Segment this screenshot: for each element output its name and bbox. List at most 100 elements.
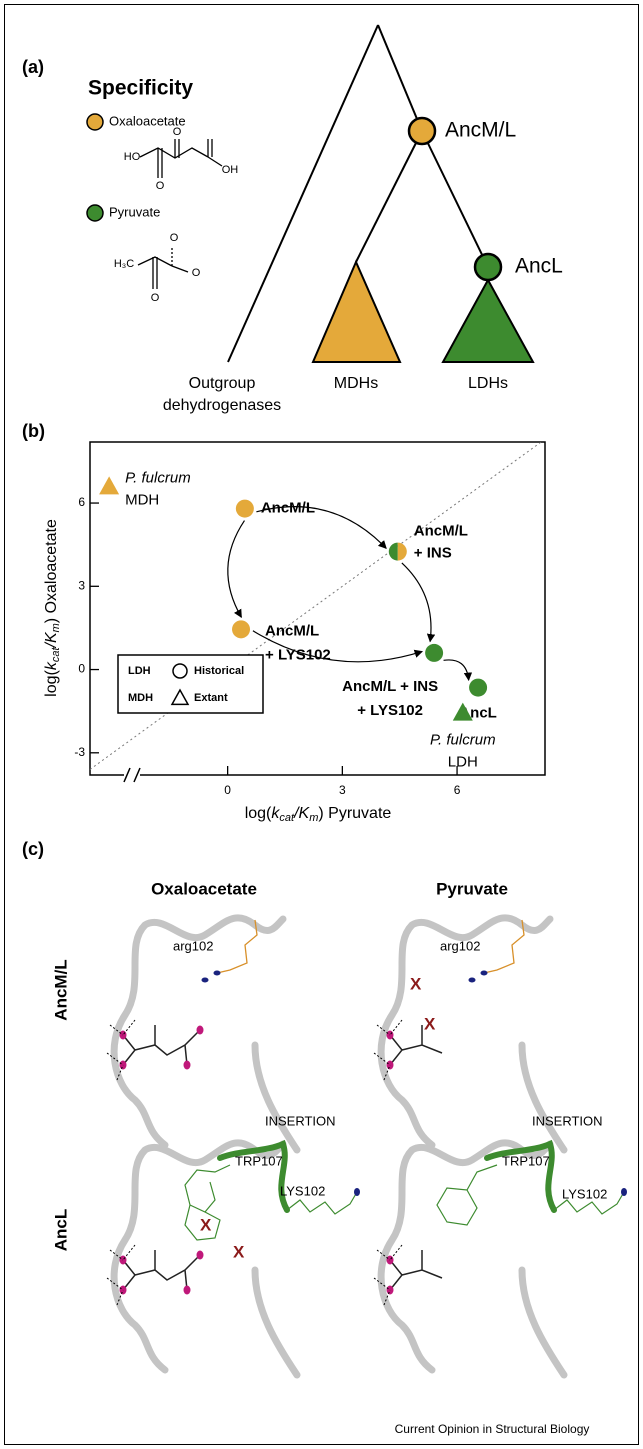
transition-arrow xyxy=(256,506,387,549)
axis-title-part: m xyxy=(50,623,62,632)
point-label: MDH xyxy=(125,491,159,508)
leaf-label: MDHs xyxy=(334,375,378,392)
row-title: AncL xyxy=(51,1209,70,1252)
atom-label: O xyxy=(151,292,160,304)
trp-sidechain xyxy=(184,1164,231,1241)
protein-backbone xyxy=(110,1139,301,1379)
residue-label: arg102 xyxy=(440,938,480,953)
hydrogen-bonds xyxy=(373,1244,403,1306)
nitrogen-atom xyxy=(621,1188,627,1196)
nitrogen-atom xyxy=(480,970,488,976)
axis-title-part: m xyxy=(309,812,318,824)
point xyxy=(469,678,488,697)
point xyxy=(232,620,251,639)
footer: Current Opinion in Structural Biology xyxy=(395,1422,590,1436)
atom-label: H₃C xyxy=(114,258,134,270)
y-axis-title: log(kcat/Km) Oxaloacetate xyxy=(43,519,62,697)
molecule-bonds xyxy=(137,139,223,289)
ligand-bonds xyxy=(389,1025,443,1066)
row-title: AncM/L xyxy=(51,959,70,1020)
oxygen-atom xyxy=(183,1285,191,1295)
atom-label: O xyxy=(156,180,165,192)
column-title: Pyruvate xyxy=(436,879,508,898)
residue-label: TRP107 xyxy=(235,1153,283,1168)
point-label: AncM/L + INS xyxy=(342,678,438,695)
leaf-label: dehydrogenases xyxy=(163,397,281,414)
clash-mark: X xyxy=(410,974,422,993)
clash-mark: X xyxy=(233,1242,245,1261)
nitrogen-atom xyxy=(213,970,221,976)
ligand-bonds xyxy=(389,1250,443,1291)
point-label: P. fulcrum xyxy=(125,469,191,486)
protein-backbone xyxy=(110,914,301,1154)
panel-label: (b) xyxy=(22,421,45,441)
point-label: AncM/L xyxy=(414,523,468,540)
node-label: AncM/L xyxy=(445,119,516,142)
axis-title-part: ) Pyruvate xyxy=(318,805,391,822)
plot-frame xyxy=(89,441,546,776)
tree-node xyxy=(407,116,437,146)
arg-sidechain xyxy=(483,919,525,974)
legend-label: Extant xyxy=(194,692,228,704)
axis-title-part: log( xyxy=(245,805,272,822)
nitrogen-atom xyxy=(354,1188,360,1196)
figure-frame xyxy=(4,4,639,1445)
plot-area: 0 3 6 -3 0 3 6 AncM/L AncM/L + INS AncM/L + LYS102 A… xyxy=(74,441,546,797)
protein-backbone xyxy=(377,1139,568,1379)
ligand-bonds xyxy=(122,1250,201,1291)
legend-title: Specificity xyxy=(88,77,193,100)
residue-label: LYS102 xyxy=(280,1183,325,1198)
point-label: AncM/L xyxy=(261,500,315,517)
legend-label: MDH xyxy=(128,692,153,704)
protein-backbone xyxy=(377,914,568,1154)
point xyxy=(452,702,473,721)
structure-panel: arg102 X X xyxy=(373,914,568,1154)
y-tick-label: 0 xyxy=(78,662,85,676)
hydrogen-bonds xyxy=(106,1244,136,1306)
atom-label: O xyxy=(192,267,201,279)
transition-arrow xyxy=(443,659,473,681)
point xyxy=(235,499,254,518)
point xyxy=(397,542,407,561)
structure-panels: arg102 arg102XXINSERTIONTRP107LYS102XXINS… xyxy=(106,914,627,1379)
legend-marker xyxy=(172,663,188,679)
residue-label: INSERTION xyxy=(532,1113,603,1128)
clade-triangle xyxy=(311,259,402,363)
nitrogen-atom xyxy=(468,977,476,983)
axis-title-part: k xyxy=(271,805,280,822)
lys-sidechain xyxy=(553,1191,625,1215)
x-tick-label: 3 xyxy=(339,783,346,797)
ligand-bonds xyxy=(122,1025,201,1066)
leaf-label: LDHs xyxy=(468,375,508,392)
transition-arrow xyxy=(227,520,245,619)
point-label: P. fulcrum xyxy=(430,732,496,749)
axis-title-part: log( xyxy=(43,670,60,697)
x-tick-label: 0 xyxy=(224,783,231,797)
node-label: AncL xyxy=(515,255,563,278)
tree-branches xyxy=(227,24,489,363)
x-axis-title: log(kcat/Km) Pyruvate xyxy=(245,805,392,824)
point-label: + LYS102 xyxy=(357,702,423,719)
legend-dot xyxy=(86,204,104,222)
clade-triangle xyxy=(441,277,535,363)
y-tick-label: 6 xyxy=(78,495,85,509)
legend-label: Oxaloacetate xyxy=(109,113,186,128)
residue-label: LYS102 xyxy=(562,1186,607,1201)
point xyxy=(99,476,120,495)
residue-label: INSERTION xyxy=(265,1113,336,1128)
legend-box xyxy=(117,654,264,714)
hydrogen-bonds xyxy=(106,1019,136,1081)
axis-title-part: /K xyxy=(43,631,60,648)
residue-label: arg102 xyxy=(173,938,213,953)
residue-label: TRP107 xyxy=(502,1153,550,1168)
point-label: + INS xyxy=(414,545,452,562)
clash-mark: X xyxy=(200,1215,212,1234)
legend-marker xyxy=(170,688,190,706)
lys-sidechain xyxy=(286,1191,358,1215)
panel-label: (a) xyxy=(22,57,44,77)
structure-panel: arg102 xyxy=(106,914,301,1154)
atom-label: HO xyxy=(124,151,141,163)
leaf-label: Outgroup xyxy=(189,375,256,392)
atom-label: O xyxy=(170,232,179,244)
